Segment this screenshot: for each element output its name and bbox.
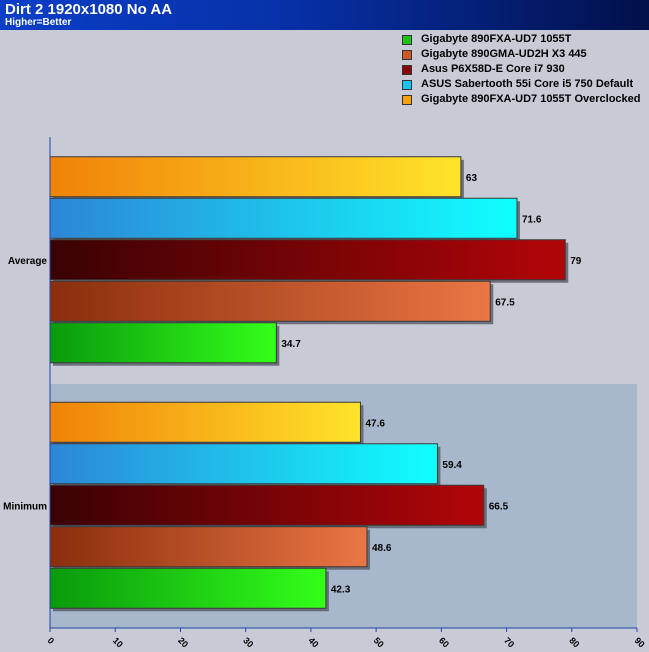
x-tick-label: 20 [176, 635, 190, 649]
legend-swatch [402, 50, 412, 60]
legend-label: Gigabyte 890FXA-UD7 1055T [421, 33, 572, 45]
chart-subtitle: Higher=Better [5, 17, 72, 28]
bar [49, 280, 491, 322]
bar [49, 156, 462, 198]
category-label: Minimum [3, 501, 47, 512]
legend-swatch [402, 80, 412, 90]
data-label: 63 [466, 173, 478, 184]
data-label: 59.4 [442, 460, 462, 471]
x-tick-label: 60 [437, 635, 451, 649]
legend-swatch [402, 65, 412, 75]
category-label: Average [8, 256, 48, 267]
bar [49, 239, 566, 281]
data-label: 66.5 [489, 501, 509, 512]
data-label: 71.6 [522, 214, 542, 225]
data-label: 47.6 [365, 418, 385, 429]
legend-label: Asus P6X58D-E Core i7 930 [421, 63, 565, 75]
x-tick-label: 30 [241, 635, 255, 649]
x-tick-label: 90 [633, 635, 647, 649]
legend-label: Gigabyte 890FXA-UD7 1055T Overclocked [421, 93, 641, 105]
chart-title: Dirt 2 1920x1080 No AA [5, 1, 173, 18]
legend-label: ASUS Sabertooth 55i Core i5 750 Default [421, 78, 634, 90]
x-tick-label: 70 [502, 635, 516, 649]
bar [49, 567, 327, 609]
legend-swatch [402, 35, 412, 45]
data-label: 34.7 [281, 339, 301, 350]
x-tick-label: 0 [46, 635, 57, 646]
bar [49, 443, 438, 485]
bar [49, 484, 485, 526]
data-label: 48.6 [372, 543, 392, 554]
bar [49, 322, 277, 364]
x-tick-label: 40 [306, 635, 320, 649]
x-tick-label: 50 [372, 635, 386, 649]
data-label: 79 [570, 256, 582, 267]
bar [49, 197, 518, 239]
data-label: 42.3 [331, 584, 351, 595]
bar [49, 526, 368, 568]
legend-label: Gigabyte 890GMA-UD2H X3 445 [421, 48, 587, 60]
bar [49, 401, 361, 443]
x-tick-label: 80 [567, 635, 581, 649]
x-tick-label: 10 [111, 635, 125, 649]
legend-swatch [402, 95, 412, 105]
data-label: 67.5 [495, 297, 515, 308]
title-bar: Dirt 2 1920x1080 No AA Higher=Better [0, 0, 649, 30]
